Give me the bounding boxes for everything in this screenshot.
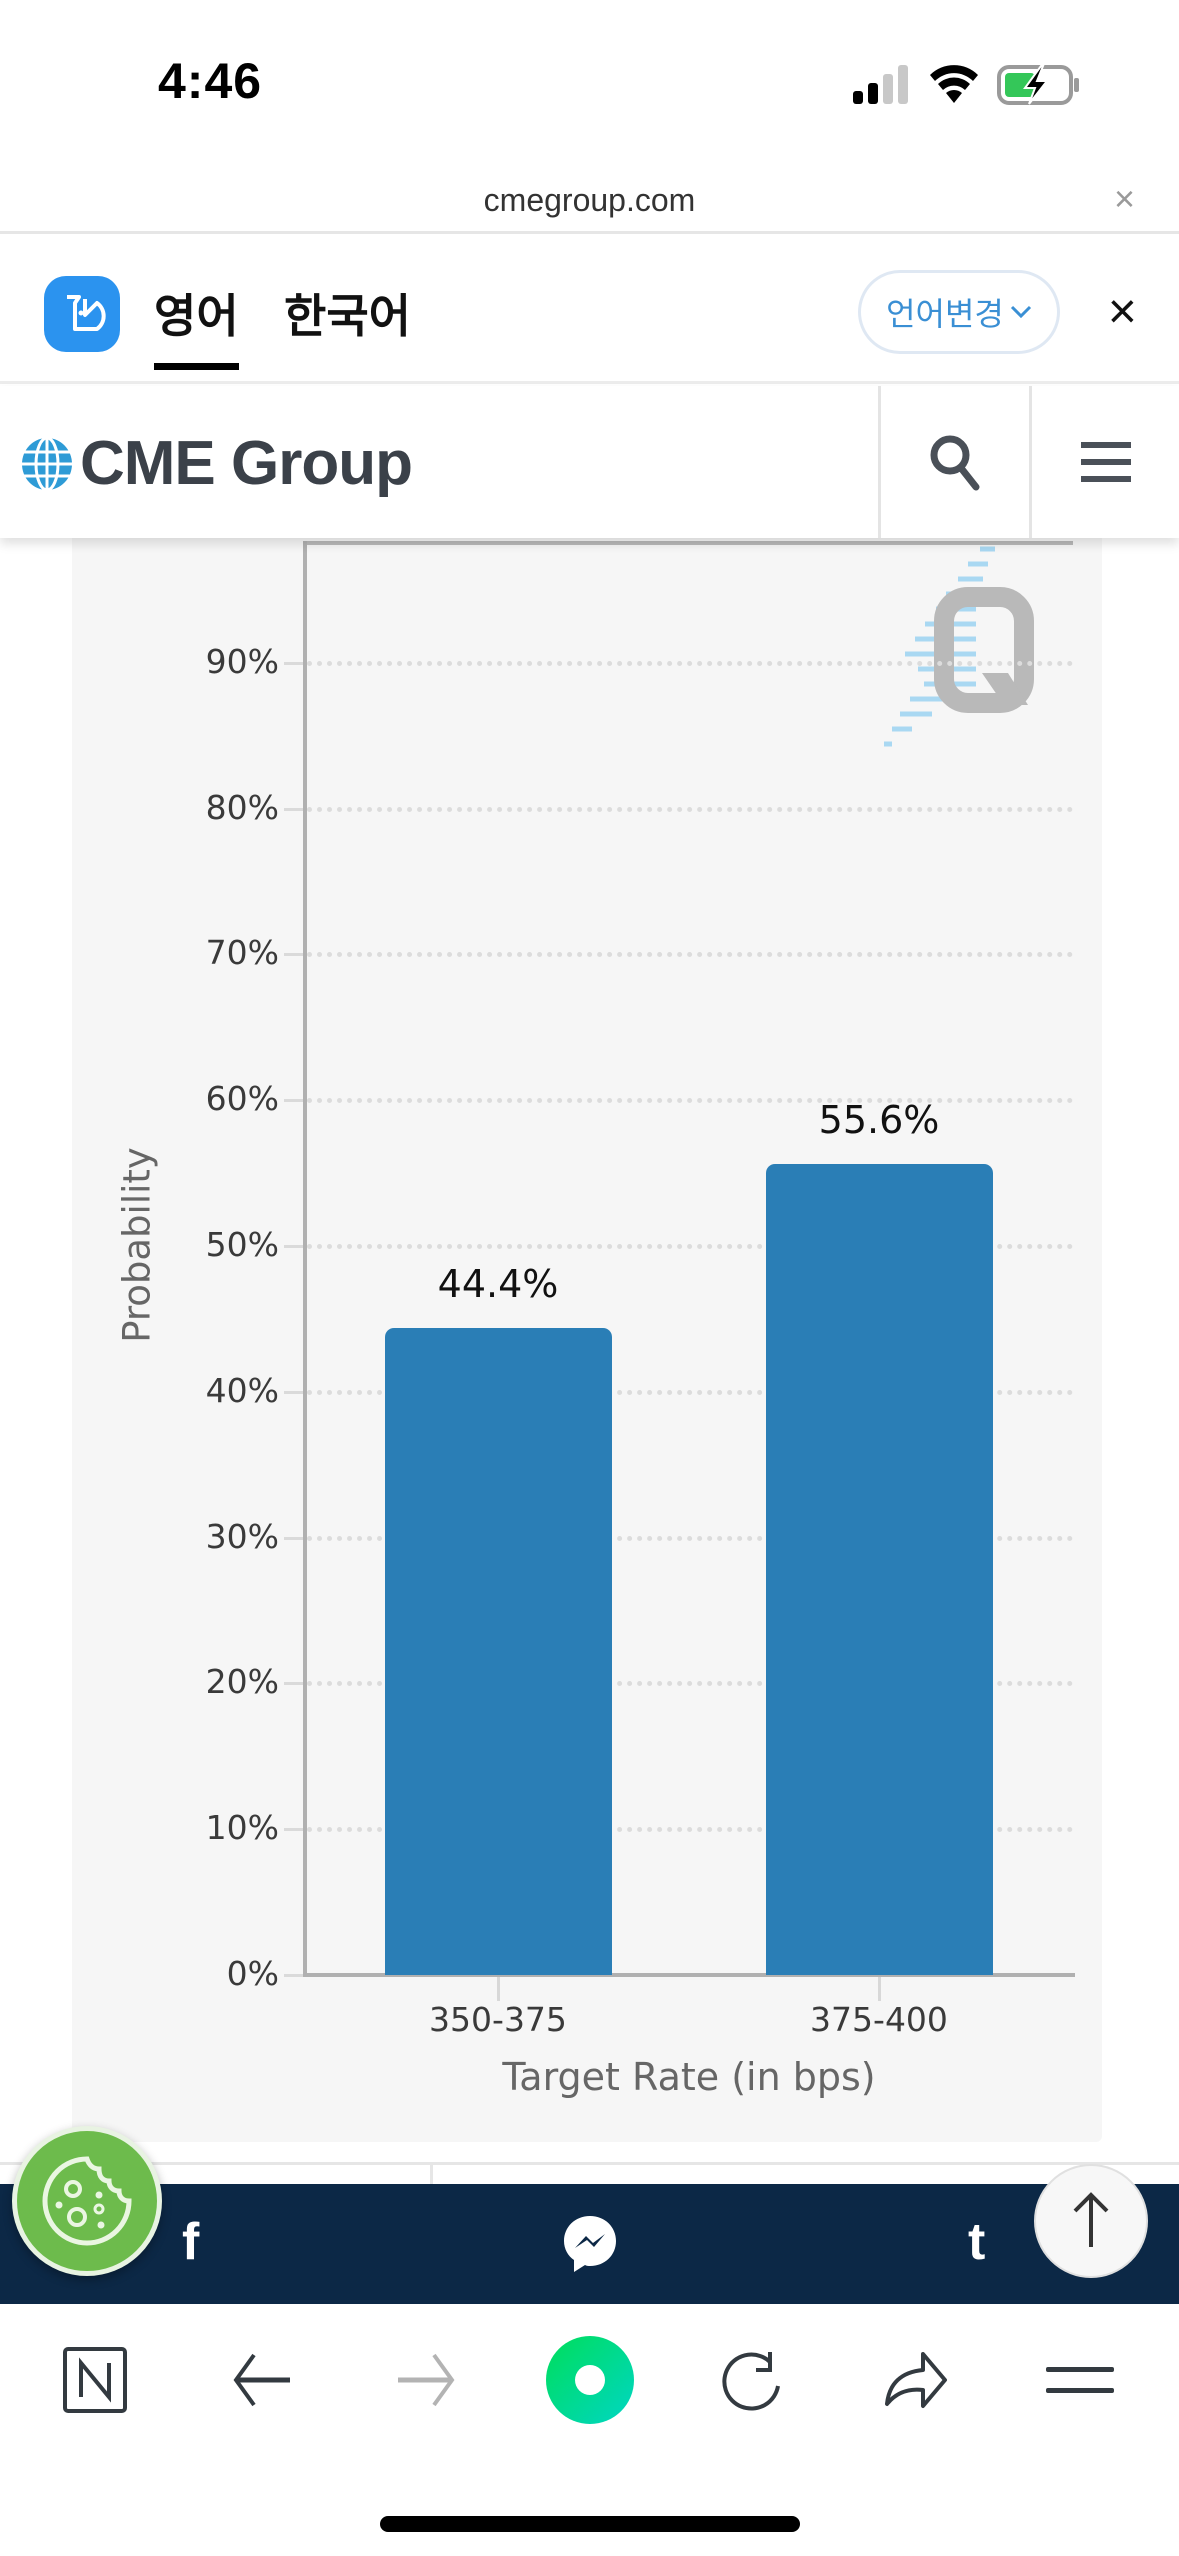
messenger-icon[interactable] <box>562 2214 618 2274</box>
translate-close-icon[interactable]: × <box>1107 283 1137 339</box>
bar-350-375[interactable] <box>385 1327 612 1975</box>
share-button[interactable] <box>876 2340 956 2420</box>
gridline <box>307 1389 1073 1395</box>
menu-button[interactable] <box>1032 386 1179 538</box>
facebook-icon[interactable]: f <box>182 2213 200 2271</box>
y-tick-label: 40% <box>205 1370 279 1410</box>
two-line-menu-icon <box>1046 2367 1114 2393</box>
y-tick-label: 50% <box>205 1225 279 1264</box>
y-tick-label: 20% <box>205 1662 279 1702</box>
cookie-settings-button[interactable] <box>12 2126 162 2276</box>
quikstrike-watermark-icon <box>884 546 1034 747</box>
y-tick-label: 60% <box>205 1079 279 1119</box>
y-tick-label: 70% <box>205 933 279 973</box>
change-language-button[interactable]: 언어변경 <box>858 270 1060 354</box>
bar-value-label: 44.4% <box>437 1261 559 1306</box>
battery-charging-icon <box>997 65 1079 105</box>
naver-n-icon <box>63 2347 127 2413</box>
y-tick <box>284 1099 304 1103</box>
green-dot-icon <box>546 2336 634 2424</box>
gridline <box>307 1535 1073 1541</box>
site-header: CME Group <box>0 386 1179 538</box>
tumblr-icon[interactable]: t <box>968 2213 986 2271</box>
content-divider <box>0 2162 1179 2187</box>
y-axis-title: Probability <box>115 1147 159 1343</box>
globe-logo-icon <box>21 436 73 491</box>
url-close-icon[interactable]: × <box>1113 178 1135 219</box>
header-divider <box>1029 386 1032 538</box>
browser-toolbar <box>0 2304 1179 2454</box>
x-tick <box>878 1977 881 2001</box>
gridline <box>307 1681 1073 1687</box>
header-divider <box>878 386 881 538</box>
tab-korean[interactable]: 한국어 <box>284 289 411 343</box>
chevron-down-icon <box>1010 305 1031 319</box>
y-tick <box>284 1682 304 1686</box>
arrow-left-icon <box>233 2353 290 2407</box>
y-tick <box>284 953 304 957</box>
url-bar[interactable]: cmegroup.com × <box>0 168 1179 234</box>
arrow-right-icon <box>398 2353 455 2407</box>
gridline <box>307 952 1073 958</box>
naver-home-button[interactable] <box>56 2340 136 2420</box>
cme-logo[interactable]: CME Group <box>20 428 413 499</box>
y-tick <box>284 1974 304 1977</box>
url-domain[interactable]: cmegroup.com <box>483 182 696 218</box>
bar-value-label: 55.6% <box>818 1098 940 1143</box>
y-tick <box>284 1536 304 1540</box>
green-dot-button[interactable] <box>540 2330 640 2430</box>
back-to-top-button[interactable] <box>1034 2164 1148 2278</box>
status-time: 4:46 <box>158 53 263 109</box>
back-button[interactable] <box>222 2340 302 2420</box>
y-tick <box>284 807 304 811</box>
y-tick-label: 80% <box>205 787 279 827</box>
search-button[interactable] <box>880 386 1030 538</box>
x-axis-title: Target Rate (in bps) <box>502 2055 876 2099</box>
gridline <box>307 1244 1073 1249</box>
x-axis <box>303 1973 1075 1977</box>
y-tick <box>284 661 304 665</box>
search-icon <box>930 435 980 491</box>
y-tick <box>284 1390 304 1394</box>
hamburger-menu-icon <box>1080 442 1131 482</box>
cellular-signal-icon <box>853 65 908 104</box>
cookie-icon <box>42 2156 132 2246</box>
wifi-icon <box>930 65 978 103</box>
browser-menu-button[interactable] <box>1040 2340 1120 2420</box>
x-tick-label: 375-400 <box>810 2000 948 2039</box>
bar-375-400[interactable] <box>766 1164 993 1975</box>
y-axis <box>303 541 307 1977</box>
forward-button[interactable] <box>386 2340 466 2420</box>
translate-bar: 영어 한국어 언어변경 × <box>0 236 1179 384</box>
status-icons <box>853 64 1081 106</box>
reload-icon <box>722 2352 780 2411</box>
change-language-label: 언어변경 <box>886 295 1004 333</box>
status-bar: 4:46 <box>0 0 1179 150</box>
reload-button[interactable] <box>712 2340 792 2420</box>
x-tick-label: 350-375 <box>429 2000 567 2039</box>
y-tick-label: 10% <box>205 1808 279 1848</box>
gridline <box>307 1827 1073 1833</box>
gridline <box>307 1098 1073 1104</box>
x-tick <box>497 1977 500 2001</box>
arrow-up-icon <box>1073 2192 1109 2247</box>
plot-top-border <box>305 541 1073 545</box>
y-tick-label: 30% <box>205 1516 279 1556</box>
papago-logo-icon <box>44 276 120 352</box>
social-share-bar: f t <box>0 2184 1179 2304</box>
y-tick <box>284 1245 304 1248</box>
y-tick-label: 0% <box>226 1954 279 1993</box>
y-tick-label: 90% <box>205 641 279 681</box>
tab-english[interactable]: 영어 <box>154 280 239 370</box>
share-arrow-icon <box>885 2352 947 2408</box>
home-indicator[interactable] <box>380 2516 800 2532</box>
y-tick <box>284 1828 304 1832</box>
brand-name: CME Group <box>80 429 413 498</box>
gridline <box>307 806 1073 812</box>
gridline <box>307 660 1073 666</box>
